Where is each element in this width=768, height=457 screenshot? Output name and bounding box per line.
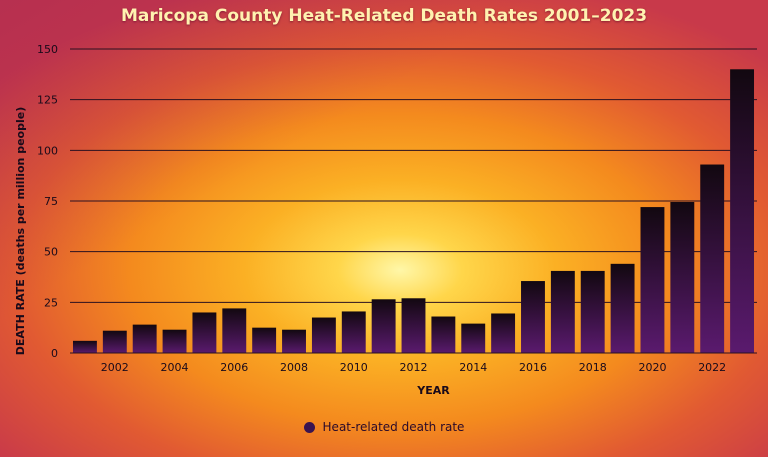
bar-series: [72, 69, 755, 354]
bar-2010[interactable]: [341, 311, 366, 353]
bar-2014[interactable]: [461, 323, 486, 353]
bar-2023[interactable]: [730, 69, 755, 354]
y-tick-label: 25: [44, 296, 58, 309]
bar-2007[interactable]: [252, 327, 277, 353]
bar-2021[interactable]: [670, 202, 695, 353]
bar-2019[interactable]: [610, 263, 635, 353]
x-tick-label: 2018: [579, 361, 607, 374]
x-tick-label: 2008: [280, 361, 308, 374]
legend-label: Heat-related death rate: [322, 420, 465, 434]
x-tick-label: 2010: [340, 361, 368, 374]
bar-2016[interactable]: [521, 281, 545, 353]
x-tick-label: 2002: [101, 361, 129, 374]
y-tick-label: 100: [37, 144, 58, 157]
y-tick-label: 50: [44, 246, 58, 259]
y-axis-ticks: 0 25 50 75 100 125 150: [37, 43, 58, 360]
legend[interactable]: Heat-related death rate: [0, 420, 768, 434]
bar-2004[interactable]: [162, 329, 187, 353]
bar-2003[interactable]: [132, 324, 157, 353]
x-tick-label: 2014: [459, 361, 487, 374]
bar-2022[interactable]: [700, 164, 725, 353]
y-tick-label: 75: [44, 195, 58, 208]
x-tick-label: 2022: [698, 361, 726, 374]
bar-2015[interactable]: [491, 313, 516, 353]
x-tick-label: 2016: [519, 361, 547, 374]
bar-2008[interactable]: [282, 329, 306, 353]
x-tick-label: 2006: [220, 361, 248, 374]
chart-title: Maricopa County Heat-Related Death Rates…: [120, 6, 648, 26]
y-tick-label: 150: [37, 43, 58, 56]
x-tick-label: 2012: [400, 361, 428, 374]
bar-2020[interactable]: [640, 207, 665, 353]
x-axis-title: YEAR: [416, 384, 450, 397]
bar-2006[interactable]: [222, 308, 247, 353]
bar-2013[interactable]: [431, 316, 456, 353]
bar-2009[interactable]: [311, 317, 336, 353]
bar-2011[interactable]: [371, 299, 396, 353]
y-tick-label: 125: [37, 94, 58, 107]
bar-2001[interactable]: [72, 340, 97, 353]
x-tick-label: 2020: [638, 361, 666, 374]
x-tick-label: 2004: [161, 361, 189, 374]
bar-2018[interactable]: [580, 270, 605, 353]
bar-2012[interactable]: [401, 298, 426, 353]
bar-2002[interactable]: [102, 330, 127, 353]
y-tick-label: 0: [51, 347, 58, 360]
y-axis-title: DEATH RATE (deaths per million people): [14, 107, 27, 355]
x-axis-ticks: 2002 2004 2006 2008 2010 2012 2014 2016 2018 2020…: [101, 361, 726, 374]
bar-2005[interactable]: [192, 312, 217, 353]
legend-marker-icon: [303, 421, 315, 433]
bar-2017[interactable]: [550, 270, 575, 353]
